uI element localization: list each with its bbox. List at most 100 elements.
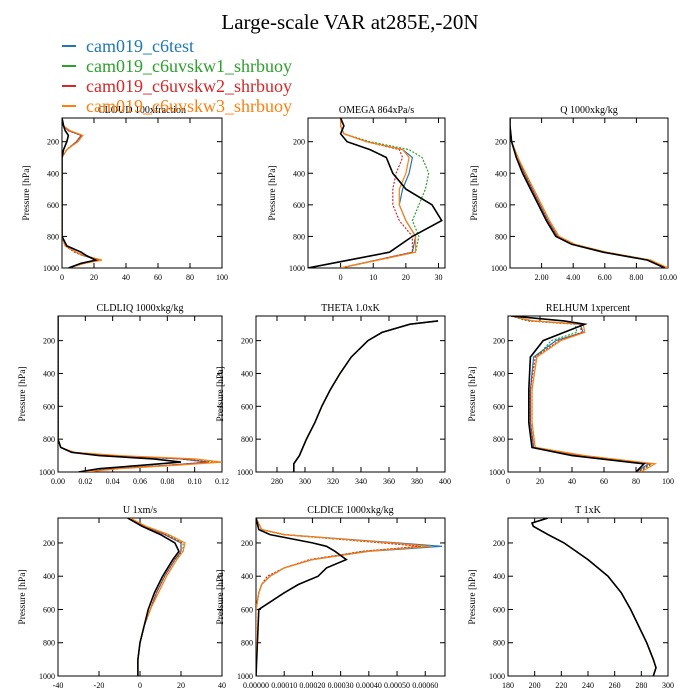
x-tick-label: 80: [186, 273, 194, 282]
x-tick-label: 60: [600, 477, 608, 486]
y-tick-label: 600: [495, 201, 507, 210]
y-tick-label: 200: [495, 138, 507, 147]
y-tick-label: 800: [493, 435, 505, 444]
legend-label: cam019_c6uvskw3_shrbuoy: [86, 96, 292, 116]
x-tick-label: 20: [402, 273, 410, 282]
series-c6uvskw1: [256, 518, 426, 676]
series-c6uvskw2: [510, 118, 667, 268]
y-tick-label: 1000: [491, 264, 507, 273]
figure-title: Large-scale VAR at285E,-20N: [221, 10, 479, 34]
y-tick-label: 1000: [43, 264, 59, 273]
series-control: [530, 518, 657, 676]
y-axis-label: Pressure [hPa]: [22, 165, 32, 220]
y-tick-label: 400: [495, 169, 507, 178]
x-tick-label: 220: [555, 681, 567, 690]
series-c6uvskw1: [340, 118, 430, 268]
panel-title: CLDICE 1000xkg/kg: [307, 505, 393, 516]
series-control: [510, 118, 666, 268]
series-c6uvskw3: [256, 518, 431, 676]
y-tick-label: 400: [241, 369, 253, 378]
x-tick-label: 60: [154, 273, 162, 282]
y-tick-label: 600: [241, 402, 253, 411]
panel-title: RELHUM 1xpercent: [546, 303, 630, 314]
x-tick-label: 300: [662, 681, 674, 690]
series-c6uvskw3: [531, 518, 657, 676]
series-control: [256, 518, 348, 676]
legend-label: cam019_c6uvskw1_shrbuoy: [86, 56, 292, 76]
x-tick-label: 0.00050: [384, 681, 410, 690]
panel-title: THETA 1.0xK: [321, 303, 380, 314]
y-tick-label: 1000: [489, 468, 505, 477]
x-tick-label: 100: [662, 477, 674, 486]
x-tick-label: 340: [355, 477, 367, 486]
series-c6uvskw3: [62, 118, 103, 268]
y-tick-label: 400: [43, 369, 55, 378]
y-tick-label: 400: [293, 169, 305, 178]
series-control: [127, 518, 180, 676]
panel-4: CLDLIQ 1000xkg/kg Pressure [hPa] 200 400 600…: [18, 303, 229, 486]
series-c6uvskw1: [58, 316, 216, 472]
legend: cam019_c6test cam019_c6uvskw1_shrbuoy ca…: [62, 36, 292, 116]
x-tick-label: -40: [53, 681, 64, 690]
x-tick-label: 30: [434, 273, 442, 282]
y-axis-label: Pressure [hPa]: [18, 366, 28, 421]
panel-title: T 1xK: [575, 505, 601, 516]
panel-3: Q 1000xkg/kg Pressure [hPa] 200 400 600 800 10…: [470, 105, 677, 282]
x-tick-label: 0: [339, 273, 343, 282]
y-tick-label: 200: [47, 138, 59, 147]
series-control: [58, 316, 182, 472]
y-tick-label: 1000: [489, 672, 505, 681]
x-tick-label: 380: [411, 477, 423, 486]
plot-frame: [255, 517, 446, 677]
plot-frame: [509, 117, 669, 269]
panel-5: THETA 1.0xK Pressure [hPa] 200 400 600 800 100…: [216, 303, 451, 486]
x-tick-label: 0.06: [133, 477, 147, 486]
x-tick-label: 40: [568, 477, 576, 486]
x-tick-label: 2.00: [535, 273, 549, 282]
series-c6test: [531, 518, 657, 676]
x-tick-label: 0.00030: [328, 681, 354, 690]
x-tick-label: 360: [383, 477, 395, 486]
panel-title: Q 1000xkg/kg: [560, 105, 618, 116]
series-c6uvskw2: [58, 316, 209, 472]
x-tick-label: 300: [299, 477, 311, 486]
y-axis-label: Pressure [hPa]: [216, 366, 226, 421]
series-control: [292, 320, 439, 472]
legend-swatch: [62, 45, 76, 47]
y-tick-label: 600: [493, 402, 505, 411]
x-tick-label: 0.00020: [299, 681, 325, 690]
y-tick-label: 1000: [237, 672, 253, 681]
panel-title: U 1xm/s: [123, 505, 157, 516]
x-tick-label: 40: [218, 681, 226, 690]
y-tick-label: 200: [43, 337, 55, 346]
y-tick-label: 800: [493, 639, 505, 648]
plot-frame: [255, 315, 446, 473]
x-tick-label: 400: [439, 477, 451, 486]
x-tick-label: 240: [582, 681, 594, 690]
x-tick-label: 0.02: [78, 477, 92, 486]
plot-frame: [57, 517, 223, 677]
x-tick-label: 6.00: [598, 273, 612, 282]
y-axis-label: Pressure [hPa]: [216, 569, 226, 624]
plot-frame: [307, 117, 446, 269]
legend-swatch: [62, 65, 76, 67]
x-tick-label: 20: [536, 477, 544, 486]
x-tick-label: 10: [369, 273, 377, 282]
x-tick-label: 320: [327, 477, 339, 486]
x-tick-label: 100: [216, 273, 228, 282]
panel-title: CLDLIQ 1000xkg/kg: [97, 303, 184, 314]
y-tick-label: 200: [293, 138, 305, 147]
x-tick-label: 0.08: [160, 477, 174, 486]
y-tick-label: 200: [241, 539, 253, 548]
legend-item: cam019_c6uvskw3_shrbuoy: [62, 96, 292, 116]
y-tick-label: 200: [493, 539, 505, 548]
x-tick-label: 0.00000: [243, 681, 269, 690]
x-tick-label: 80: [632, 477, 640, 486]
x-tick-label: 0.00: [51, 477, 65, 486]
x-tick-label: 0.04: [106, 477, 120, 486]
y-tick-label: 200: [241, 337, 253, 346]
y-tick-label: 1000: [39, 672, 55, 681]
series-c6test: [510, 118, 667, 268]
